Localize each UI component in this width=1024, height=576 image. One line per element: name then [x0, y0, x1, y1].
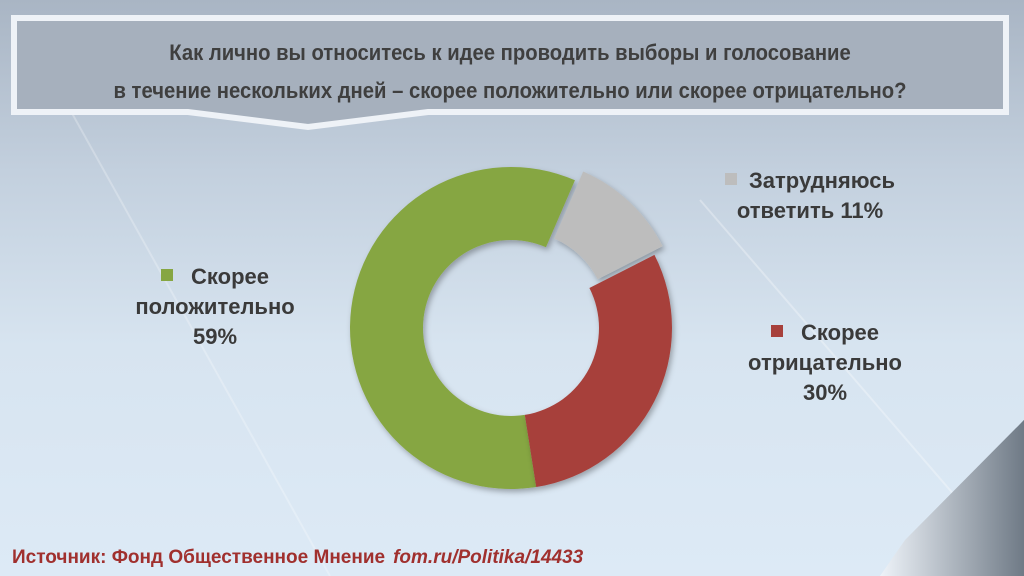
title-line-2: в течение нескольких дней – скорее полож… [113, 78, 907, 103]
source-link[interactable]: fom.ru/Politika/14433 [393, 547, 584, 568]
legend-swatch [161, 269, 174, 282]
legend-negative: Скорее отрицательно 30% [710, 318, 940, 408]
legend-label: положительно [135, 294, 295, 319]
legend-label: Скорее [191, 264, 269, 289]
legend-label: ответить 11% [736, 198, 884, 223]
legend-swatch [771, 325, 784, 338]
legend-label: Затрудняюсь [749, 168, 895, 193]
donut-slice-2 [524, 254, 672, 488]
legend-positive: Скорее положительно 59% [100, 262, 330, 352]
legend-label: Скорее [801, 320, 879, 345]
donut-slice-1 [554, 171, 663, 280]
legend-value: 59% [192, 324, 238, 349]
title-line-1: Как лично вы относитесь к идее проводить… [169, 40, 851, 65]
source-note: Источник: Фонд Общественное Мнение fom.ru… [12, 547, 583, 569]
legend-undecided: Затрудняюсь ответить 11% [700, 166, 920, 226]
legend-swatch [725, 173, 737, 186]
source-label: Источник: Фонд Общественное Мнение [12, 547, 386, 568]
legend-value: 30% [802, 380, 848, 405]
donut-slice-0 [350, 167, 575, 489]
chart-title: Как лично вы относитесь к идее проводить… [48, 34, 972, 110]
question-callout: Как лично вы относитесь к идее проводить… [8, 12, 1012, 131]
legend-label: отрицательно [748, 350, 902, 375]
